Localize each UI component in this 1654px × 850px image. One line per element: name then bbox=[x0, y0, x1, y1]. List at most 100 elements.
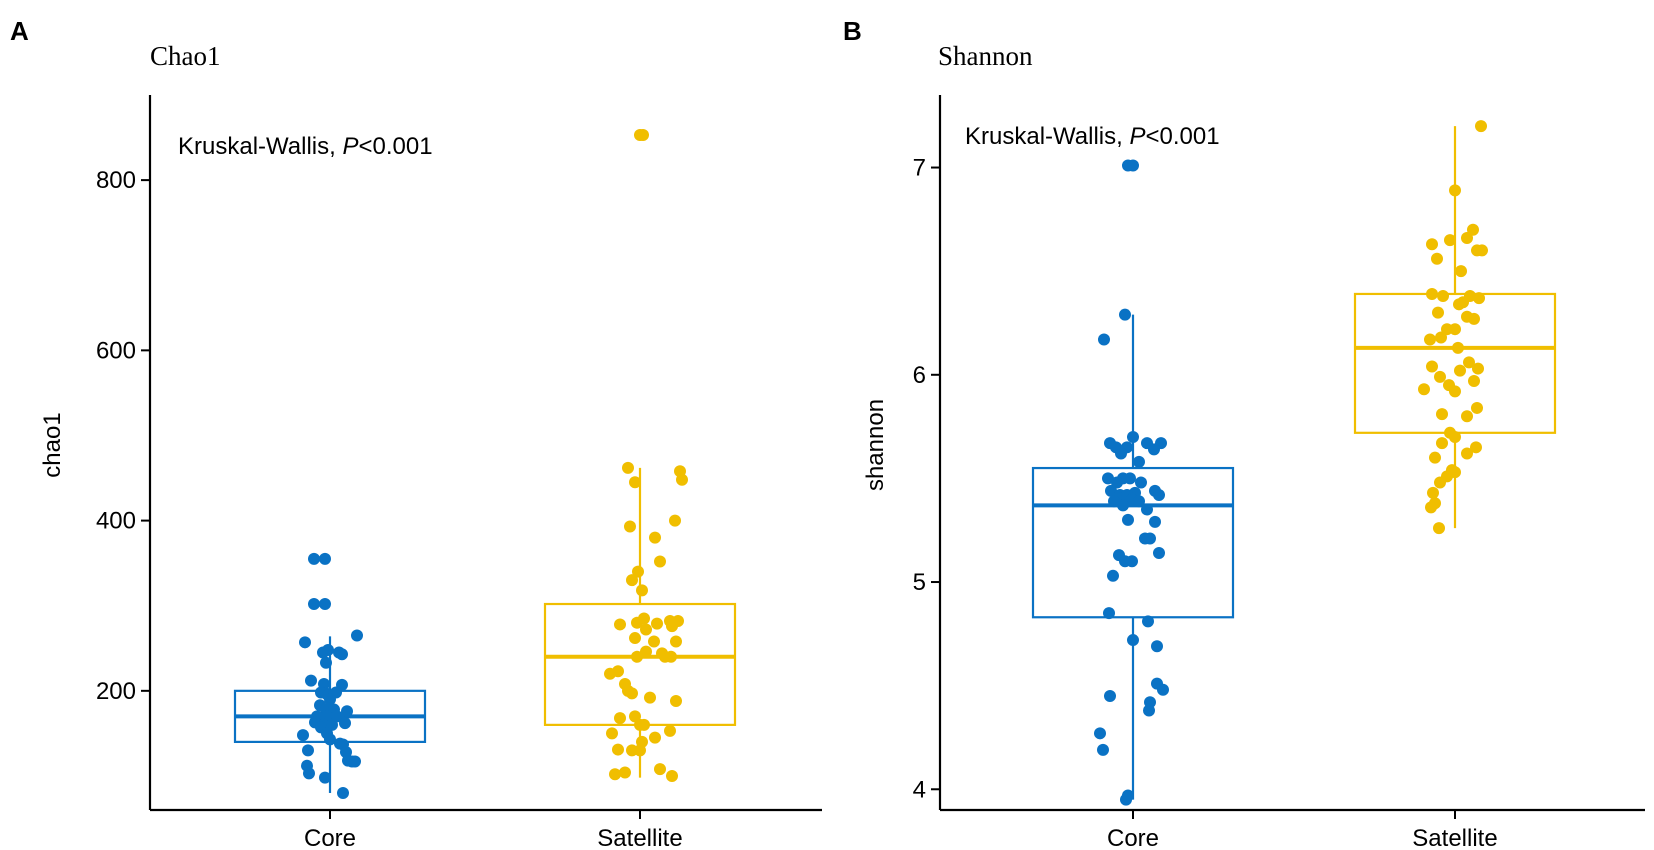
panel-a-satellite-point bbox=[640, 645, 652, 658]
panel-b-core-point bbox=[1127, 430, 1139, 443]
panel-b-core-point bbox=[1142, 615, 1154, 628]
panel-b-y-tick-label: 4 bbox=[913, 776, 926, 803]
panel-a-satellite-point bbox=[631, 650, 643, 663]
panel-b-core-point bbox=[1097, 743, 1109, 756]
panel-b-core-point bbox=[1144, 532, 1156, 545]
panel-b-satellite-point bbox=[1426, 287, 1438, 300]
panel-a-core-point bbox=[324, 693, 336, 706]
panel-b-core-point bbox=[1127, 159, 1139, 172]
panel-b-core-point bbox=[1117, 499, 1129, 512]
panel-a-annotation-p: P bbox=[342, 133, 358, 160]
panel-a-satellite-point bbox=[670, 695, 682, 708]
panel-a-core-point bbox=[320, 656, 332, 669]
panel-b-x-tick-label: Satellite bbox=[1412, 825, 1497, 850]
panel-a-annotation: Kruskal-Wallis, P<0.001 bbox=[178, 133, 433, 160]
panel-a-y-tick-label: 600 bbox=[96, 337, 136, 364]
panel-b-satellite-point bbox=[1449, 430, 1461, 443]
panel-b-satellite-point bbox=[1452, 341, 1464, 354]
panel-a-satellite-point bbox=[614, 618, 626, 631]
panel-b-core-point bbox=[1126, 555, 1138, 568]
panel-a-satellite-point bbox=[676, 473, 688, 486]
panel-b-satellite-point bbox=[1437, 290, 1449, 303]
panel-b-satellite-point bbox=[1463, 356, 1475, 369]
panel-a-satellite-point bbox=[636, 735, 648, 748]
panel-b-satellite-point bbox=[1436, 437, 1448, 450]
panel-b-y-tick-label: 6 bbox=[913, 362, 926, 389]
panel-b-core-point bbox=[1108, 495, 1120, 508]
panel-a-satellite-point bbox=[649, 731, 661, 744]
panel-b-satellite-point bbox=[1449, 323, 1461, 336]
panel-b-satellite-point bbox=[1468, 375, 1480, 387]
panel-b-core-point bbox=[1119, 308, 1131, 321]
panel-a-satellite-point bbox=[648, 635, 660, 648]
panel-b-satellite-point bbox=[1468, 312, 1480, 325]
panel-a-annotation-value: <0.001 bbox=[358, 133, 432, 160]
panel-a-y-tick-label: 400 bbox=[96, 508, 136, 535]
panel-b-satellite-point bbox=[1449, 184, 1461, 197]
panel-b-core-point bbox=[1153, 488, 1165, 501]
panel-b-core-point bbox=[1107, 569, 1119, 582]
panel-b-satellite-point bbox=[1449, 385, 1461, 398]
panel-a-satellite-point bbox=[644, 691, 656, 704]
panel-b-satellite-point bbox=[1471, 401, 1483, 414]
panel-a-x-tick-label: Satellite bbox=[597, 825, 682, 850]
panel-a-satellite-point bbox=[609, 768, 621, 781]
panel-a-satellite-point bbox=[654, 555, 666, 568]
panel-b-core-point bbox=[1157, 683, 1169, 696]
panel-a-annotation-test: Kruskal-Wallis, bbox=[178, 133, 342, 160]
panel-b-core-point bbox=[1103, 607, 1115, 620]
panel-a-satellite-point bbox=[626, 687, 638, 700]
panel-a-satellite-point bbox=[666, 620, 678, 633]
panel-b-plot: 4 5 6 7 Core Satellite bbox=[913, 95, 1645, 850]
panel-b-satellite-point bbox=[1454, 364, 1466, 377]
panel-b-y-tick-label: 7 bbox=[913, 155, 926, 182]
panel-b-core-point bbox=[1115, 447, 1127, 460]
panel-b-core-point bbox=[1151, 640, 1163, 653]
panel-b-satellite-point bbox=[1424, 333, 1436, 346]
panel-b-satellite-point bbox=[1431, 252, 1443, 265]
panel-b-core-point bbox=[1104, 690, 1116, 703]
panel-a-ylabel: chao1 bbox=[39, 412, 66, 477]
panel-b-core-point bbox=[1135, 476, 1147, 489]
panel-a-core-point bbox=[341, 705, 353, 718]
panel-b-y-tick-label: 5 bbox=[913, 569, 926, 596]
panel-a-core-point bbox=[305, 674, 317, 687]
panel-a-satellite-point bbox=[604, 667, 616, 680]
panel-a-core-point bbox=[319, 552, 331, 565]
panel-b-core-point bbox=[1133, 455, 1145, 468]
panel-a-satellite-point bbox=[629, 476, 641, 489]
panel-a-satellite-point bbox=[606, 727, 618, 740]
panel-b-core-point bbox=[1124, 472, 1136, 485]
panel-b-satellite-point bbox=[1444, 234, 1456, 247]
panel-a-satellite-point bbox=[640, 623, 652, 636]
panel-a-title: Chao1 bbox=[150, 41, 221, 71]
panel-b-satellite-point bbox=[1434, 476, 1446, 489]
panel-a-core-point bbox=[337, 786, 349, 799]
panel-b-satellite-point bbox=[1426, 360, 1438, 373]
panel-b-annotation: Kruskal-Wallis, P<0.001 bbox=[965, 123, 1220, 150]
panel-a-satellite-point bbox=[624, 520, 636, 533]
panel-b-core-point bbox=[1098, 333, 1110, 346]
panel-a-satellite-point bbox=[614, 712, 626, 725]
panel-a-core-point bbox=[324, 733, 336, 746]
panel-b-core-point bbox=[1111, 476, 1123, 489]
panel-b-satellite-point bbox=[1455, 265, 1467, 278]
panel-a-satellite-point bbox=[637, 129, 649, 142]
panel-a-satellite-point bbox=[638, 718, 650, 731]
panel-a-core-point bbox=[336, 648, 348, 661]
panel-a-satellite-point bbox=[619, 766, 631, 779]
panel-a-letter: A bbox=[10, 16, 29, 46]
panel-b-core-point bbox=[1094, 727, 1106, 740]
panel-a-satellite-point bbox=[622, 461, 634, 474]
panel-a-satellite-point bbox=[670, 635, 682, 648]
panel-a-satellite-point bbox=[664, 724, 676, 737]
panel-b-core-point bbox=[1149, 515, 1161, 528]
panel-b-satellite-point bbox=[1471, 244, 1483, 257]
panel-a-core-point bbox=[297, 729, 309, 742]
panel-b-satellite-point bbox=[1453, 298, 1465, 311]
panel-b-core-point bbox=[1102, 472, 1114, 485]
panel-a-satellite-point bbox=[649, 531, 661, 544]
panel-b-satellite-point bbox=[1427, 486, 1439, 499]
panel-a-core-point bbox=[308, 598, 320, 611]
panel-b-satellite-box bbox=[1353, 292, 1557, 434]
